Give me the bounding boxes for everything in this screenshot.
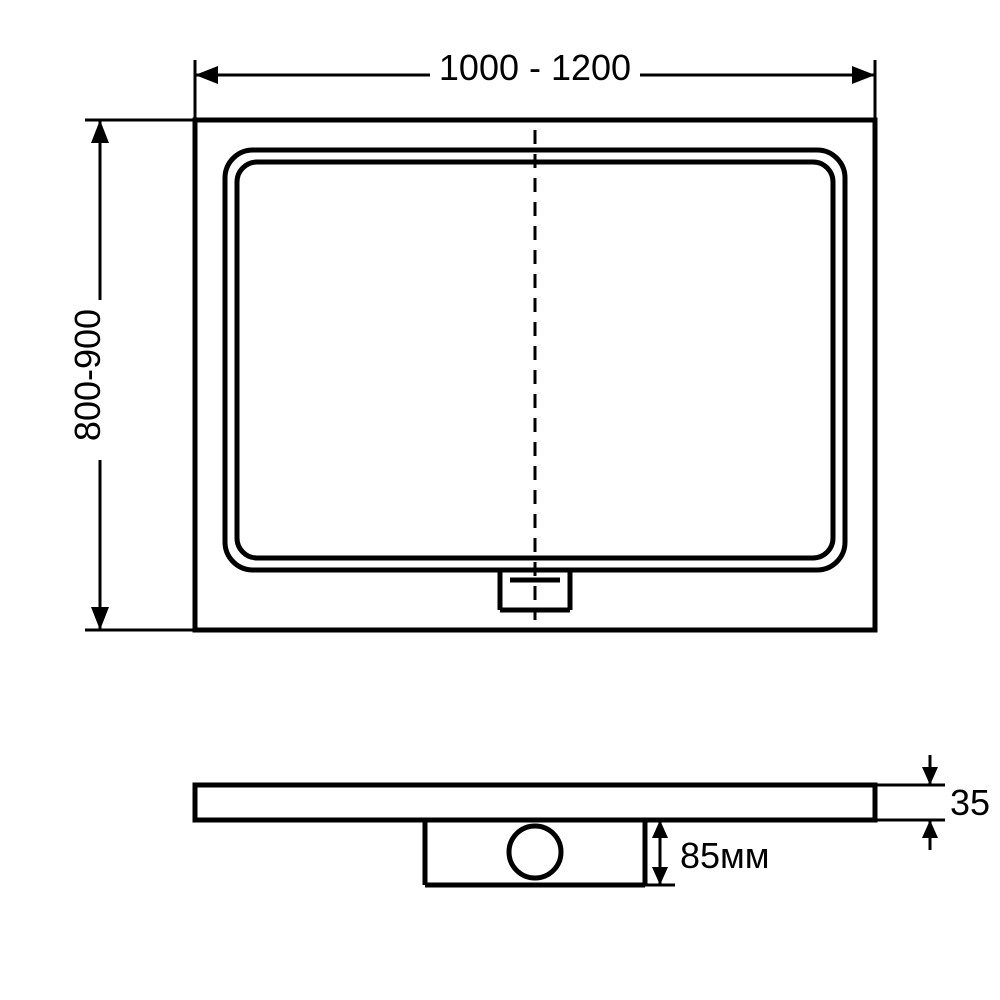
dim-thickness: 35 [875, 755, 990, 850]
technical-drawing: 1000 - 1200 800-900 [0, 0, 1000, 1000]
dim-thickness-label: 35 [950, 782, 990, 823]
dim-height-label: 800-900 [67, 309, 108, 441]
drain-circle-icon [509, 826, 561, 878]
top-view [195, 120, 875, 630]
dim-drain-depth-label: 85мм [680, 835, 770, 876]
dim-drain-depth: 85мм [645, 820, 770, 885]
dim-width-label: 1000 - 1200 [439, 47, 631, 88]
dim-width: 1000 - 1200 [195, 47, 875, 120]
side-view [195, 785, 875, 885]
dim-height: 800-900 [67, 120, 195, 630]
